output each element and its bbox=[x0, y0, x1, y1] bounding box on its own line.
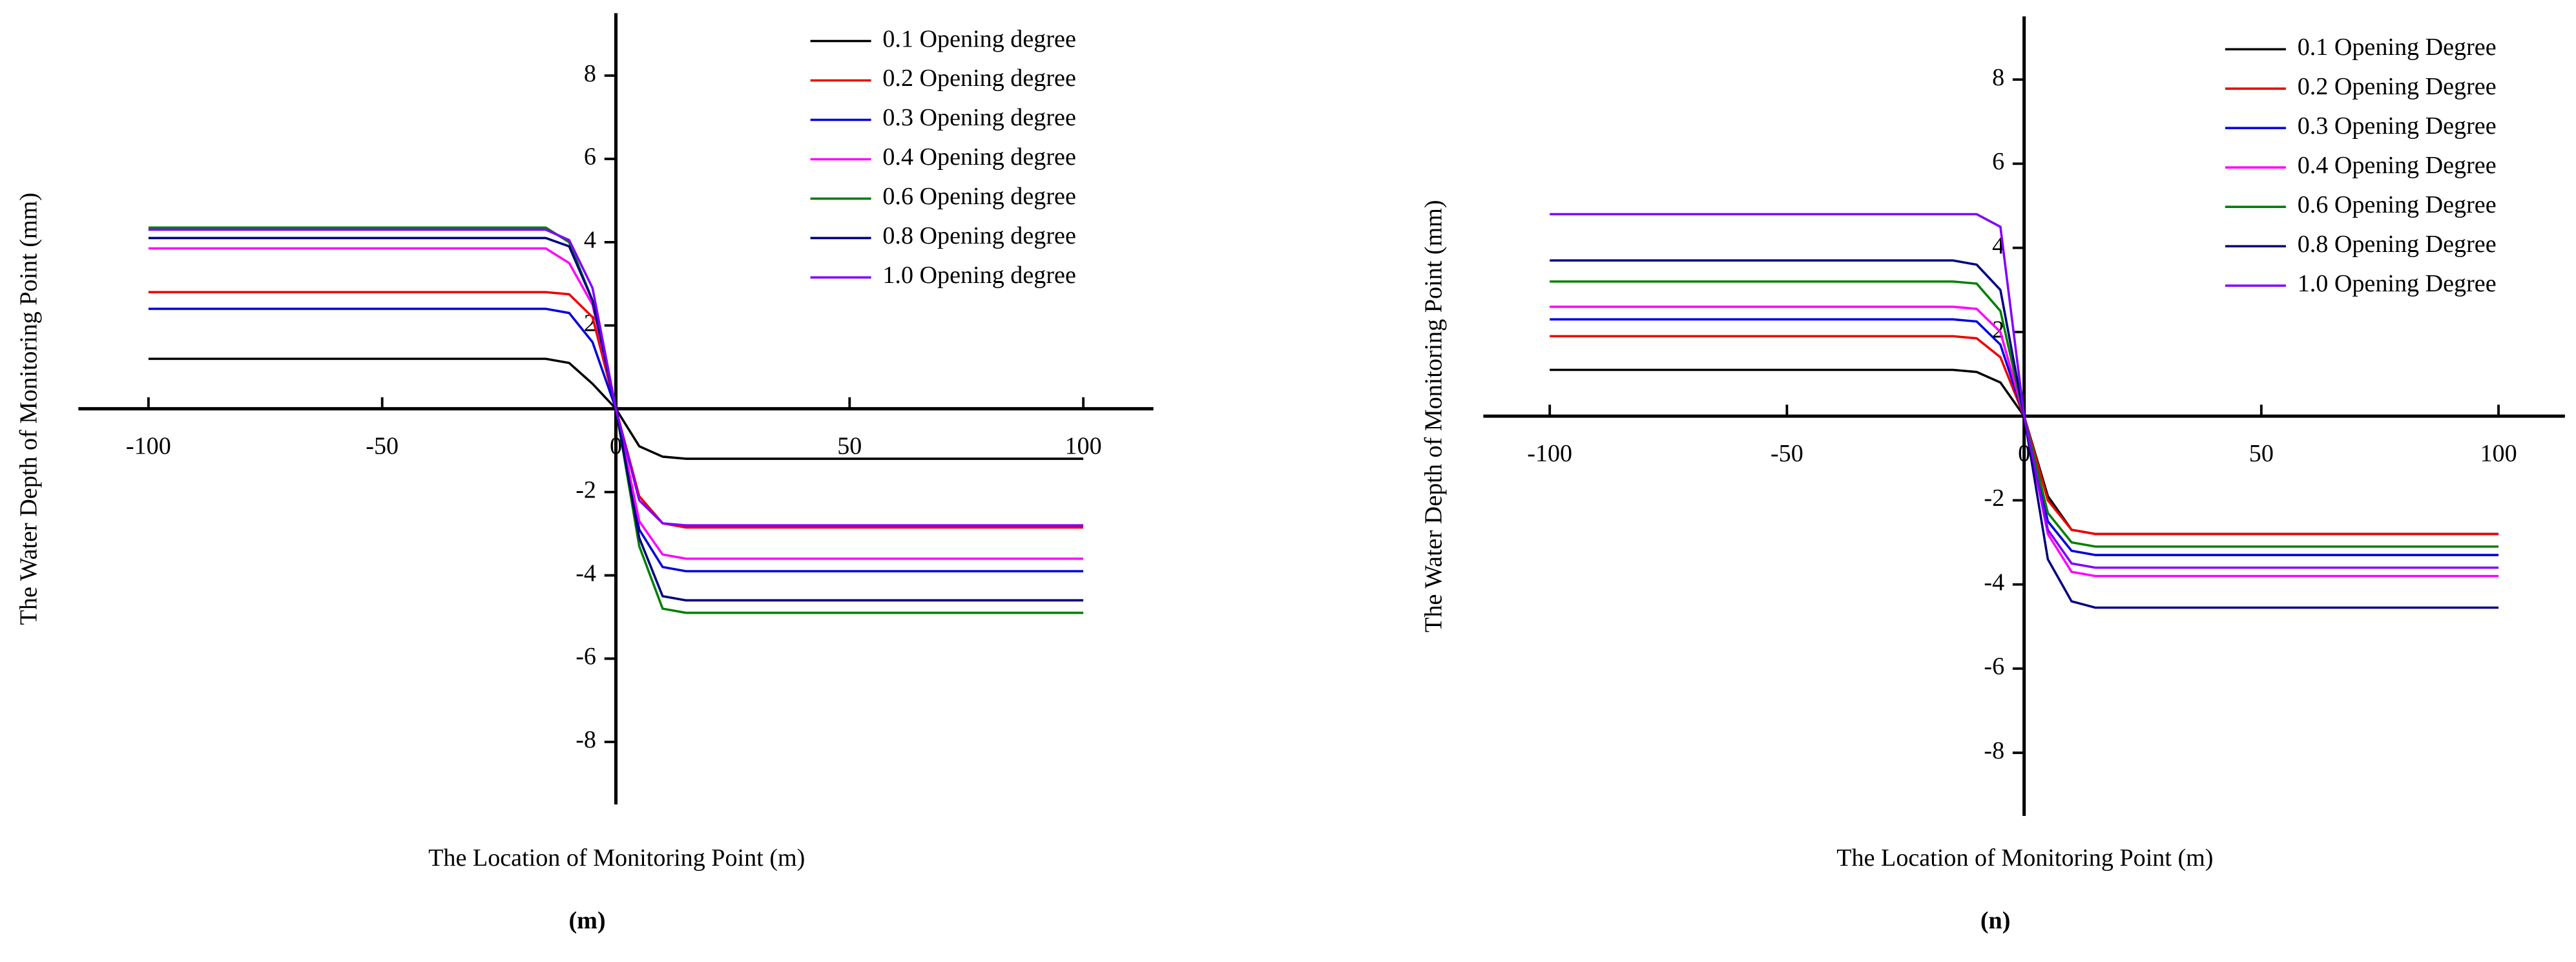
y-tick-label: 8 bbox=[1992, 64, 2004, 91]
x-axis-title: The Location of Monitoring Point (m) bbox=[428, 844, 805, 872]
y-tick-label: 4 bbox=[584, 227, 596, 254]
x-tick-label: 100 bbox=[2480, 440, 2517, 467]
y-tick-label: -8 bbox=[576, 726, 596, 753]
x-tick-label: -50 bbox=[366, 432, 399, 459]
y-tick-label: -8 bbox=[1984, 737, 2004, 764]
x-tick-label: -50 bbox=[1771, 440, 1803, 467]
x-tick-label: -100 bbox=[126, 432, 171, 459]
y-tick-label: -6 bbox=[576, 643, 596, 670]
data-line bbox=[148, 228, 1084, 527]
x-tick-label: 0 bbox=[2018, 440, 2030, 467]
y-axis-title: The Water Depth of Monitoring Point (mm) bbox=[15, 193, 42, 625]
x-tick-label: -100 bbox=[1527, 440, 1572, 467]
legend-label: 0.8 Opening Degree bbox=[2298, 231, 2497, 258]
x-tick-label: 50 bbox=[837, 432, 862, 459]
y-tick-label: -2 bbox=[576, 476, 596, 503]
y-axis-title: The Water Depth of Monitoring Point (mm) bbox=[1420, 200, 1447, 632]
legend-label: 0.3 Opening degree bbox=[882, 104, 1075, 131]
legend-label: 0.8 Opening degree bbox=[882, 222, 1075, 249]
x-tick-label: 100 bbox=[1065, 432, 1102, 459]
legend-label: 0.6 Opening degree bbox=[882, 183, 1075, 210]
legend-label: 0.2 Opening degree bbox=[882, 65, 1075, 92]
y-tick-label: -2 bbox=[1984, 485, 2004, 512]
y-tick-label: 6 bbox=[584, 143, 596, 171]
legend-label: 1.0 Opening degree bbox=[882, 262, 1075, 289]
legend-label: 0.2 Opening Degree bbox=[2298, 73, 2497, 100]
y-tick-label: 6 bbox=[1992, 148, 2004, 175]
legend-label: 0.1 Opening Degree bbox=[2298, 34, 2497, 61]
legend-label: 0.3 Opening Degree bbox=[2298, 112, 2497, 140]
legend-label: 1.0 Opening Degree bbox=[2298, 270, 2497, 297]
y-tick-label: 8 bbox=[584, 60, 596, 87]
x-tick-label: 50 bbox=[2249, 440, 2274, 467]
y-tick-label: -4 bbox=[1984, 569, 2004, 596]
legend-label: 0.4 Opening Degree bbox=[2298, 152, 2497, 179]
x-tick-label: 0 bbox=[610, 432, 622, 459]
legend-label: 0.4 Opening degree bbox=[882, 143, 1075, 171]
data-line bbox=[1550, 213, 2499, 569]
y-tick-label: -4 bbox=[576, 559, 596, 587]
x-axis-title: The Location of Monitoring Point (m) bbox=[1836, 844, 2213, 872]
legend-label: 0.1 Opening degree bbox=[882, 25, 1075, 52]
y-tick-label: -6 bbox=[1984, 653, 2004, 680]
panel-label: (m) bbox=[568, 907, 605, 934]
panel-label: (n) bbox=[1980, 907, 2011, 934]
legend-label: 0.6 Opening Degree bbox=[2298, 191, 2497, 218]
